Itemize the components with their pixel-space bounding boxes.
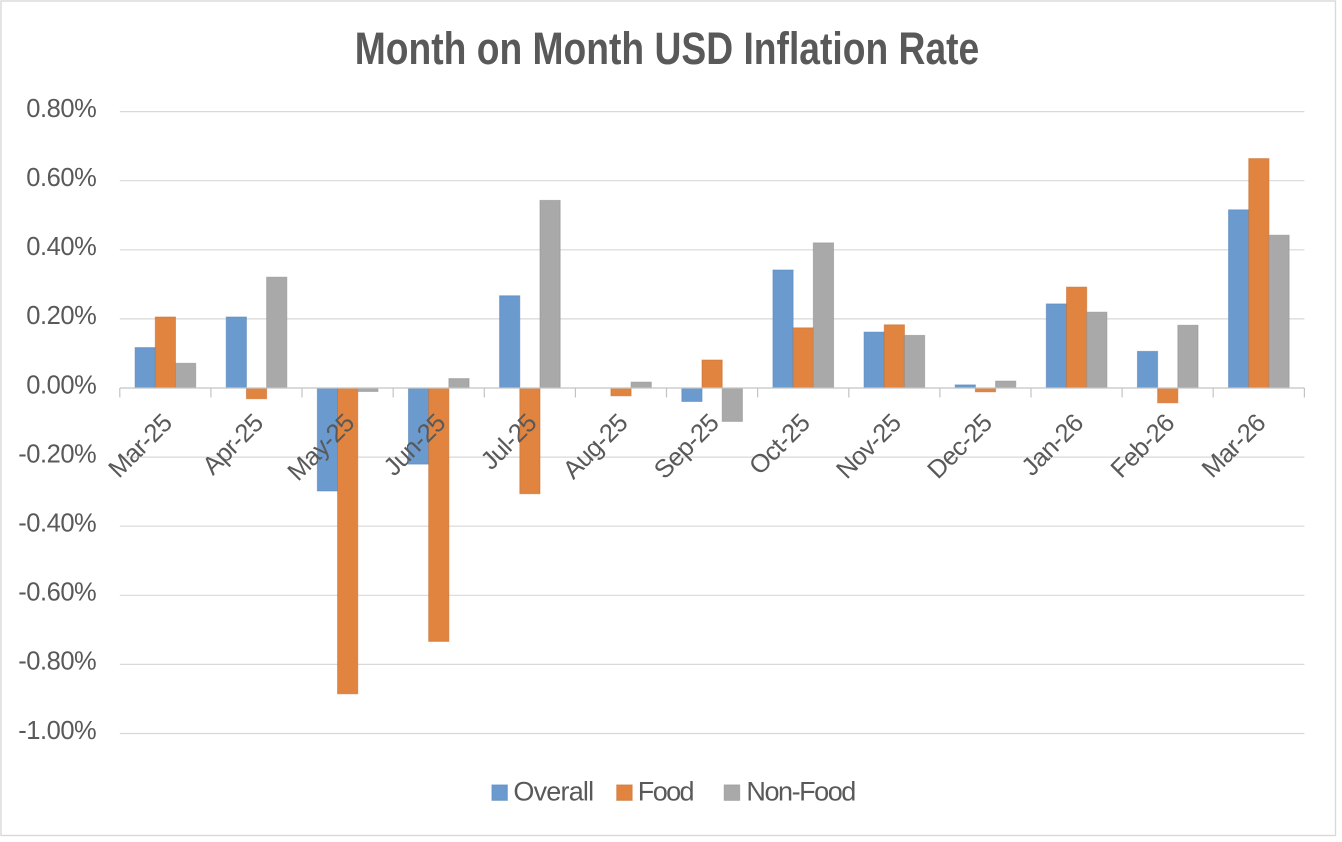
svg-text:Month on Month USD Inflation R: Month on Month USD Inflation Rate [355, 23, 980, 74]
svg-text:Non-Food: Non-Food [746, 777, 855, 807]
svg-text:-0.60%: -0.60% [18, 579, 96, 607]
svg-text:0.80%: 0.80% [26, 95, 96, 123]
svg-text:Food: Food [638, 777, 694, 807]
svg-text:0.40%: 0.40% [26, 233, 96, 261]
svg-text:0.00%: 0.00% [26, 371, 96, 399]
svg-text:-1.00%: -1.00% [18, 717, 96, 745]
svg-text:0.20%: 0.20% [26, 302, 96, 330]
svg-text:-0.40%: -0.40% [18, 510, 96, 538]
svg-text:Overall: Overall [513, 777, 593, 807]
svg-text:0.60%: 0.60% [26, 164, 96, 192]
svg-text:-0.80%: -0.80% [18, 648, 96, 676]
svg-text:-0.20%: -0.20% [18, 440, 96, 468]
